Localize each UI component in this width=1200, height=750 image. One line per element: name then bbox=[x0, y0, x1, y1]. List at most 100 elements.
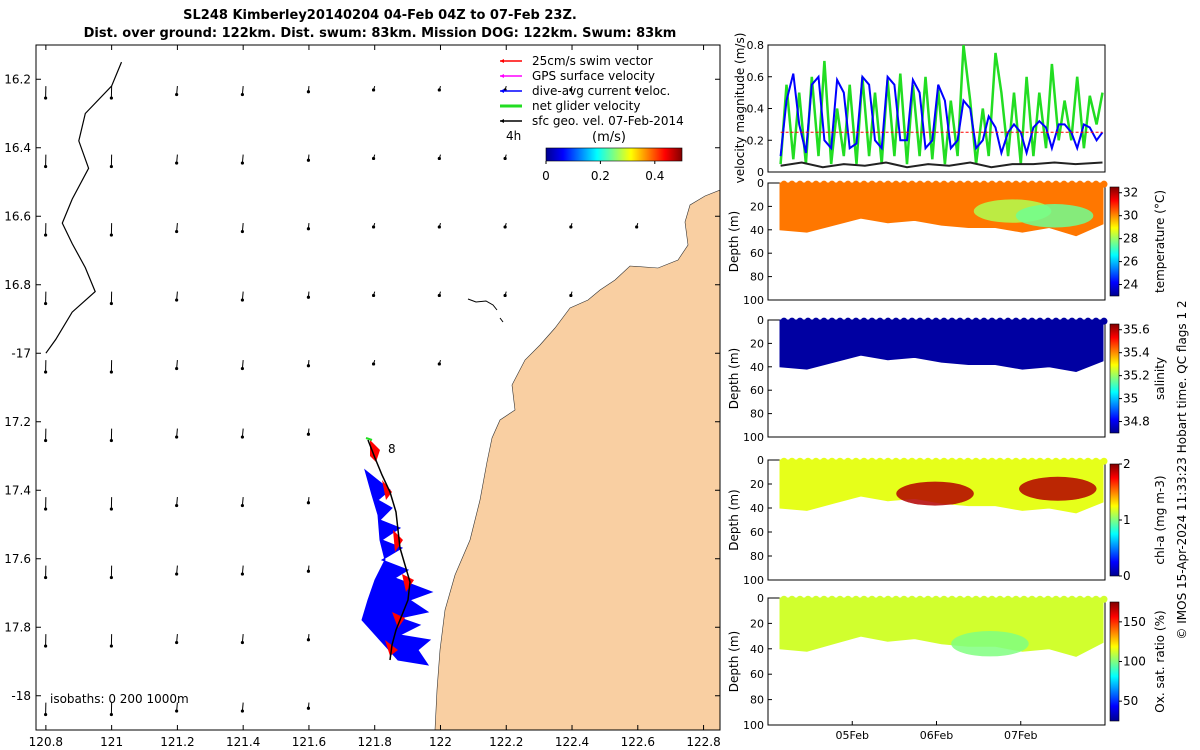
profile-top bbox=[828, 317, 836, 325]
profile-top bbox=[892, 595, 900, 603]
profile-top bbox=[860, 317, 868, 325]
time-x-tick-label: 06Feb bbox=[920, 729, 953, 742]
profile-top bbox=[964, 180, 972, 188]
dive-avg-current-polygons bbox=[361, 468, 434, 666]
sfc-vel-arrowhead bbox=[109, 644, 113, 648]
svg-text:GPS surface velocity: GPS surface velocity bbox=[532, 69, 655, 83]
profile-top bbox=[780, 317, 788, 325]
map-colorbar bbox=[545, 147, 683, 162]
sfc-vel-arrowhead bbox=[44, 301, 48, 306]
sfc-vel-arrowhead bbox=[44, 96, 48, 100]
sfc-vel-arrowhead bbox=[306, 90, 311, 94]
profile-top bbox=[948, 595, 956, 603]
profile-top bbox=[844, 457, 852, 465]
profile-top bbox=[940, 180, 948, 188]
map-x-ticks: 120.8 121 121.2 121.4 121.6 121.8 122 122.2 122.… bbox=[29, 45, 721, 749]
profile-top bbox=[1020, 180, 1028, 188]
profile-top bbox=[940, 457, 948, 465]
sfc-vel-arrowhead bbox=[109, 301, 113, 306]
profile-top bbox=[1028, 595, 1036, 603]
sfc-vel-arrowhead bbox=[109, 712, 113, 717]
sfc-vel-arrowhead bbox=[306, 364, 311, 368]
profile-top bbox=[988, 457, 996, 465]
profile-top bbox=[876, 595, 884, 603]
profile-top bbox=[908, 595, 916, 603]
isobath-line bbox=[45, 61, 123, 354]
sfc-vel-arrowhead bbox=[635, 88, 639, 92]
section-ylabel: Depth (m) bbox=[727, 211, 741, 272]
sfc-vel-arrowhead bbox=[109, 233, 113, 237]
colorbar-tick-label: 100 bbox=[1123, 655, 1146, 669]
profile-top bbox=[940, 595, 948, 603]
map-y-tick-label: 16.8 bbox=[4, 278, 31, 292]
sfc-vel-arrowhead bbox=[503, 225, 507, 229]
sfc-vel-arrowhead bbox=[240, 435, 245, 439]
glider-track bbox=[361, 437, 434, 666]
profile-top bbox=[1020, 595, 1028, 603]
colorbar-tick-label: 50 bbox=[1123, 694, 1138, 708]
profile-top bbox=[852, 317, 860, 325]
map-y-tick-label: -18 bbox=[11, 689, 31, 703]
profile-top bbox=[1084, 595, 1092, 603]
profile-top bbox=[1076, 317, 1084, 325]
profile-top bbox=[996, 317, 1004, 325]
profile-top bbox=[956, 180, 964, 188]
colorbar-tick-label: 32 bbox=[1123, 186, 1138, 200]
section-y-tick-label: 20 bbox=[750, 337, 764, 350]
profile-top bbox=[780, 180, 788, 188]
profile-top bbox=[1012, 317, 1020, 325]
map-x-tick-label: 122.6 bbox=[621, 735, 655, 749]
profile-top bbox=[1036, 317, 1044, 325]
colorbar-label: Ox. sat. ratio (%) bbox=[1153, 610, 1167, 712]
sfc-vel-arrowhead bbox=[240, 161, 245, 165]
section-colorbar bbox=[1109, 323, 1120, 434]
colorbar-label: salinity bbox=[1153, 357, 1167, 400]
sfc-vel-arrowhead bbox=[109, 164, 113, 169]
section-y-tick-label: 0 bbox=[757, 314, 764, 327]
profile-top bbox=[804, 180, 812, 188]
profile-top bbox=[916, 457, 924, 465]
section-y-tick-label: 0 bbox=[757, 592, 764, 605]
colorbar-tick-label: 0 bbox=[542, 169, 550, 183]
section-ylabel: Depth (m) bbox=[727, 631, 741, 692]
profile-top bbox=[932, 457, 940, 465]
time-x-tick-label: 07Feb bbox=[1004, 729, 1037, 742]
profile-top bbox=[908, 317, 916, 325]
sfc-vel-arrowhead bbox=[175, 709, 179, 713]
section-oxygen-section: 0 20 40 60 80 100 Depth (m) 50 100 150 Ox. sat. ra… bbox=[727, 592, 1167, 742]
velocity-series-sfc bbox=[780, 161, 1103, 169]
profile-top bbox=[828, 180, 836, 188]
svg-text:25cm/s swim vector: 25cm/s swim vector bbox=[532, 54, 653, 68]
svg-text:dive-avg current veloc.: dive-avg current veloc. bbox=[532, 84, 670, 98]
map-x-tick-label: 121 bbox=[100, 735, 123, 749]
profile-top bbox=[988, 317, 996, 325]
sfc-vel-arrowhead bbox=[240, 92, 245, 97]
profile-top bbox=[964, 317, 972, 325]
profile-top bbox=[796, 595, 804, 603]
profile-top bbox=[796, 180, 804, 188]
colorbar-tick-label: 2 bbox=[1123, 457, 1131, 471]
profile-top bbox=[1012, 180, 1020, 188]
section-y-tick-label: 100 bbox=[743, 719, 764, 732]
sfc-vel-arrowhead bbox=[175, 503, 179, 508]
svg-text:sfc geo. vel. 07-Feb-2014: sfc geo. vel. 07-Feb-2014 bbox=[532, 114, 684, 128]
profile-top bbox=[828, 595, 836, 603]
time-label: 4h bbox=[506, 129, 521, 143]
profile-top bbox=[1060, 457, 1068, 465]
profile-top bbox=[868, 180, 876, 188]
profile-top bbox=[1060, 595, 1068, 603]
profile-top bbox=[900, 180, 908, 188]
profile-top bbox=[916, 180, 924, 188]
map-y-ticks: 16.2 16.4 16.6 16.8 -17 17.2 17.4 17.6 17.8 -18 bbox=[4, 72, 720, 703]
figure-title-line1: SL248 Kimberley20140204 04-Feb 04Z to 07… bbox=[183, 8, 577, 23]
sfc-vel-arrowhead bbox=[306, 706, 311, 710]
profile-top bbox=[836, 595, 844, 603]
colorbar-tick-label: 35.4 bbox=[1123, 346, 1150, 360]
map-x-tick-label: 122 bbox=[429, 735, 452, 749]
profile-top bbox=[924, 317, 932, 325]
isobaths-label: isobaths: 0 200 1000m bbox=[50, 692, 189, 706]
colorbar-tick-label: 35.2 bbox=[1123, 369, 1150, 383]
profile-top bbox=[876, 457, 884, 465]
land-mass bbox=[434, 189, 720, 730]
profile-top bbox=[1076, 595, 1084, 603]
